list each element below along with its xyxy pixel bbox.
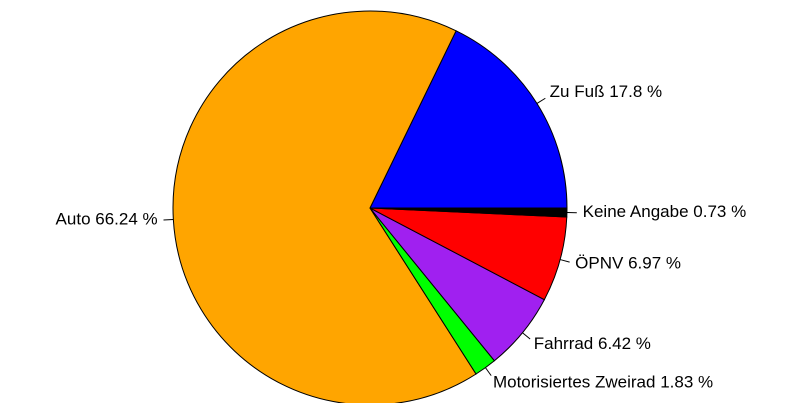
slice-value: 1.83 % (660, 373, 713, 392)
label-tick (163, 218, 174, 221)
pie-slice (172, 10, 477, 403)
slice-category: ÖPNV (575, 254, 624, 273)
slice-category: Zu Fuß (550, 83, 605, 102)
slice-label: Motorisiertes Zweirad 1.83 % (493, 373, 713, 392)
slice-category: Auto (56, 210, 91, 229)
slice-label: Zu Fuß 17.8 % (550, 83, 662, 102)
slice-label: Fahrrad 6.42 % (534, 335, 651, 354)
slice-category: Motorisiertes Zweirad (493, 373, 656, 392)
label-tick (559, 259, 570, 263)
pie-slice (369, 30, 568, 209)
slice-label: ÖPNV 6.97 % (575, 254, 681, 273)
label-tick (536, 97, 546, 104)
slice-value: 6.97 % (628, 254, 681, 273)
slice-category: Fahrrad (534, 335, 594, 354)
label-tick (485, 367, 492, 376)
label-tick (522, 332, 531, 340)
slice-value: 66.24 % (95, 210, 157, 229)
slice-category: Keine Angabe (583, 202, 689, 221)
slice-label: Auto 66.24 % (56, 210, 158, 229)
slice-label: Keine Angabe 0.73 % (583, 202, 747, 221)
slice-value: 17.8 % (609, 83, 662, 102)
slice-value: 0.73 % (693, 202, 746, 221)
slice-value: 6.42 % (598, 335, 651, 354)
